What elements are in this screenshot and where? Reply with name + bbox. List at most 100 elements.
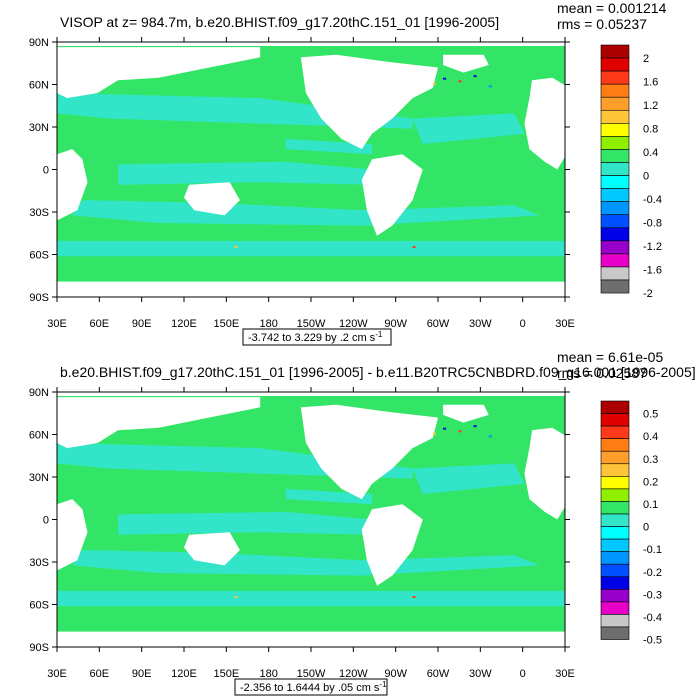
colorbar-label: -0.5 xyxy=(643,635,662,647)
colorbar-label: -2 xyxy=(643,288,653,300)
colorbar-label: 2 xyxy=(643,53,649,65)
bottom-map-lon-labels: 30E 60E 90E 120E 150E 180 150W 120W 90W 60W 30W 0 30… xyxy=(47,387,575,680)
colorbar-label: 0.1 xyxy=(643,499,658,511)
lat-label: 30S xyxy=(29,207,49,219)
svg-text:-2.356 to 1.6444 by .05 cm s-1: -2.356 to 1.6444 by .05 cm s-1 xyxy=(240,680,387,694)
colorbar-swatch xyxy=(600,488,630,502)
lon-label: 90E xyxy=(132,318,152,330)
bottom-map-plot xyxy=(56,391,566,648)
colorbar-label: 0.4 xyxy=(643,147,658,159)
lat-label: 30N xyxy=(29,472,49,484)
land-mask xyxy=(184,532,240,566)
colorbar-swatch xyxy=(600,188,630,202)
top-map-range-exponent: -1 xyxy=(375,330,383,339)
lon-label: 180 xyxy=(259,318,277,330)
top-map-lat-labels: 90N 60N 30N 0 30S 60S 90S xyxy=(29,37,570,304)
lon-label: 30E xyxy=(555,318,575,330)
lat-label: 90S xyxy=(29,292,49,304)
lon-label: 120W xyxy=(339,318,368,330)
negative-anomaly-region xyxy=(72,200,540,226)
colorbar-swatch xyxy=(600,425,630,439)
negative-anomaly-region xyxy=(72,550,540,576)
lat-label: 60N xyxy=(29,80,49,92)
bottom-map-panel: b.e20.BHIST.f09_g17.20thC.151_01 [1996-2… xyxy=(29,349,696,696)
lon-label: 120E xyxy=(171,668,197,680)
missing-data-strip xyxy=(57,42,565,46)
land-mask xyxy=(361,504,423,586)
lat-label: 30N xyxy=(29,122,49,134)
top-map-plot xyxy=(56,41,566,298)
colorbar-swatch xyxy=(600,601,630,615)
colorbar-label: -1.6 xyxy=(643,265,662,277)
lon-label: 30E xyxy=(555,668,575,680)
svg-text:-3.742 to 3.229 by .2 cm s-1: -3.742 to 3.229 by .2 cm s-1 xyxy=(248,330,383,344)
lat-label: 90S xyxy=(29,642,49,654)
colorbar-swatch xyxy=(600,476,630,490)
land-mask xyxy=(57,149,88,221)
anomaly-speckle xyxy=(432,432,436,435)
land-mask xyxy=(524,77,565,170)
bottom-map-lat-labels: 90N 60N 30N 0 30S 60S 90S xyxy=(29,387,570,654)
lon-label: 120E xyxy=(171,318,197,330)
lat-label: 90N xyxy=(29,37,49,49)
lat-label: 90N xyxy=(29,387,49,399)
lat-label: 0 xyxy=(43,515,49,527)
bottom-map-rms: rms = 0.02587 xyxy=(557,365,647,381)
lon-label: 60W xyxy=(427,668,450,680)
lon-label: 60W xyxy=(427,318,450,330)
lon-label: 150W xyxy=(297,318,326,330)
anomaly-speckle xyxy=(412,246,416,248)
top-map-panel: VISOP at z= 984.7m, b.e20.BHIST.f09_g17.… xyxy=(29,0,667,346)
colorbar-label: -0.8 xyxy=(643,218,662,230)
colorbar-label: -0.4 xyxy=(643,194,662,206)
anomaly-speckle xyxy=(412,596,416,598)
colorbar-swatch xyxy=(600,240,630,255)
colorbar-swatch xyxy=(600,70,630,85)
land-mask xyxy=(524,427,565,520)
colorbar-swatch xyxy=(600,400,630,414)
top-map-colorbar: 2 1.6 1.2 0.8 0.4 0 -0.4 -0.8 -1.2 -1.6 -2 xyxy=(600,44,662,300)
anomaly-speckle xyxy=(432,82,436,85)
colorbar-swatch xyxy=(600,201,630,216)
top-map-lon-labels: 30E 60E 90E 120E 150E 180 150W 120W 90W 60W 30W 0 30… xyxy=(47,37,575,330)
lon-label: 90W xyxy=(384,668,407,680)
colorbar-label: 1.6 xyxy=(643,77,658,89)
bottom-map-range-exponent: -1 xyxy=(379,680,387,689)
lat-label: 60N xyxy=(29,430,49,442)
lon-label: 60E xyxy=(90,668,110,680)
colorbar-swatch xyxy=(600,175,630,189)
lon-label: 0 xyxy=(520,668,526,680)
colorbar-swatch xyxy=(600,413,630,427)
colorbar-label: 0.8 xyxy=(643,124,658,136)
negative-anomaly-region xyxy=(412,463,525,494)
top-map-rms: rms = 0.05237 xyxy=(557,16,647,32)
colorbar-swatch xyxy=(600,57,630,72)
lon-label: 90W xyxy=(384,318,407,330)
anomaly-speckle xyxy=(458,80,462,83)
colorbar-swatch xyxy=(600,109,630,124)
lon-label: 30E xyxy=(47,318,67,330)
missing-data-strip xyxy=(57,392,565,396)
colorbar-swatch xyxy=(600,162,630,176)
land-mask xyxy=(57,47,261,99)
colorbar-swatch xyxy=(600,227,630,242)
colorbar-swatch xyxy=(600,563,630,578)
colorbar-label: 0.5 xyxy=(643,409,658,421)
colorbar-swatch xyxy=(600,526,630,540)
colorbar-label: -0.1 xyxy=(643,544,662,556)
land-mask xyxy=(443,404,489,423)
colorbar-swatch xyxy=(600,463,630,477)
colorbar-swatch xyxy=(600,266,630,281)
bottom-map-title: b.e20.BHIST.f09_g17.20thC.151_01 [1996-2… xyxy=(60,364,696,380)
lon-label: 120W xyxy=(339,668,368,680)
colorbar-swatch xyxy=(600,538,630,552)
bottom-map-mean: mean = 6.61e-05 xyxy=(557,349,663,365)
land-mask xyxy=(361,154,423,236)
anomaly-speckle xyxy=(234,246,238,248)
lon-label: 0 xyxy=(520,318,526,330)
anomaly-speckle xyxy=(443,77,447,80)
top-map-mean: mean = 0.001214 xyxy=(557,0,667,16)
negative-anomaly-region xyxy=(118,511,372,535)
colorbar-swatch xyxy=(600,589,630,603)
